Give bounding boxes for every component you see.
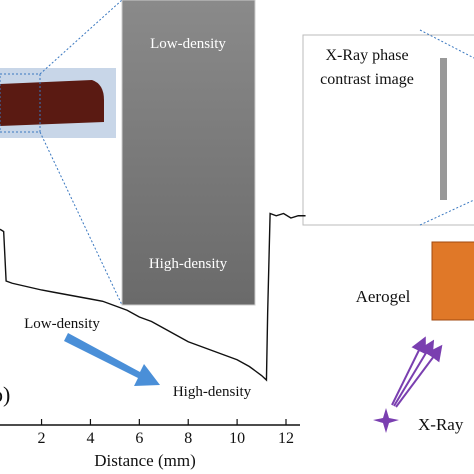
label: Low-density [150, 36, 226, 52]
zoom-line [39, 131, 123, 306]
ray [393, 339, 435, 407]
ray [395, 344, 443, 408]
zoom-line [419, 29, 474, 59]
label: X-Ray [418, 415, 464, 434]
x-tick-label: 12 [278, 430, 294, 447]
label: Aerogel [356, 287, 411, 306]
ray [391, 336, 426, 406]
arrow [64, 333, 160, 386]
panel-label: b) [0, 382, 10, 407]
zoom-line [419, 199, 474, 226]
plot: 2 4 6 8 10 12 Distance (mm) [0, 212, 306, 470]
label: High-density [149, 256, 228, 272]
x-axis-label: Distance (mm) [94, 451, 196, 470]
zoom-line [39, 0, 123, 75]
label: contrast image [320, 71, 414, 88]
label: X-Ray phase [325, 47, 408, 64]
zoom-box [0, 73, 41, 133]
x-tick-label: 6 [135, 430, 143, 447]
label: Low-density [24, 316, 100, 332]
aerogel-block [431, 241, 474, 321]
x-tick-label: 10 [229, 430, 245, 447]
x-tick-label: 4 [86, 430, 94, 447]
detector [440, 58, 447, 200]
frame [302, 34, 474, 226]
sample [0, 80, 104, 126]
x-tick-label: 8 [184, 430, 192, 447]
xray-image [121, 0, 256, 306]
label: High-density [173, 384, 252, 400]
source-star [373, 408, 399, 433]
x-tick-label: 2 [38, 430, 46, 447]
line [0, 212, 306, 382]
